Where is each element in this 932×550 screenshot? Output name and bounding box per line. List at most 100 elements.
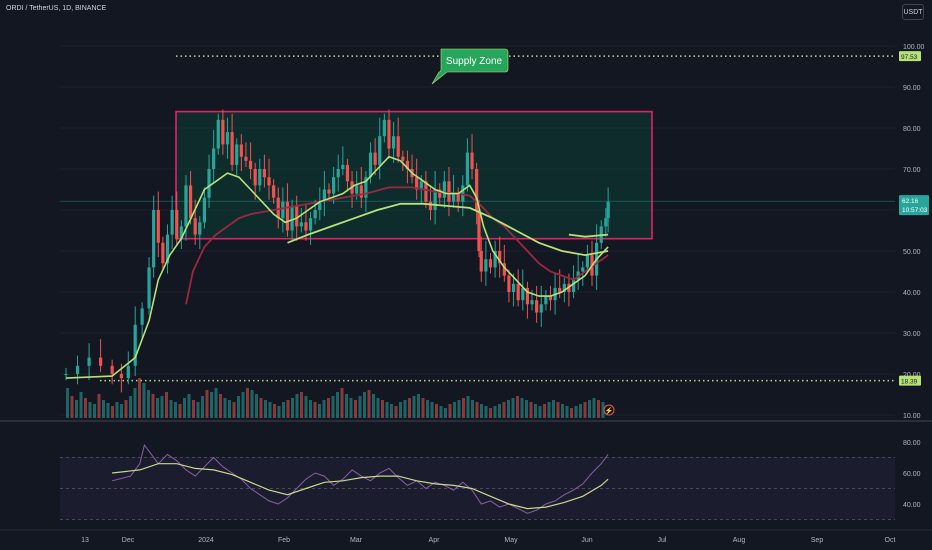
candle-body bbox=[488, 259, 493, 268]
candle-body bbox=[332, 177, 336, 194]
candle-body bbox=[447, 181, 451, 202]
volume-bar bbox=[597, 400, 600, 418]
symbol-label[interactable]: ORDI / TetherUS bbox=[6, 5, 59, 12]
volume-bar bbox=[507, 400, 510, 418]
candle-body bbox=[424, 181, 428, 202]
volume-bar bbox=[583, 402, 587, 418]
volume-bar bbox=[349, 398, 353, 418]
candle-body bbox=[479, 251, 483, 272]
volume-bar bbox=[489, 408, 492, 418]
volume-bar bbox=[439, 406, 443, 418]
candle-body bbox=[184, 185, 188, 227]
volume-bar bbox=[174, 402, 177, 418]
volume-bar bbox=[466, 396, 470, 418]
candle-body bbox=[244, 156, 248, 161]
price-tick-label: 80.00 bbox=[903, 126, 921, 133]
candle-body bbox=[368, 152, 373, 178]
candle-body bbox=[498, 251, 502, 264]
candle-body bbox=[285, 201, 290, 231]
currency-button[interactable]: USDT bbox=[902, 4, 924, 20]
volume-bar bbox=[502, 402, 506, 418]
candle-body bbox=[281, 201, 285, 219]
volume-bar bbox=[273, 404, 276, 418]
volume-bar bbox=[381, 400, 384, 418]
candle-body bbox=[493, 251, 497, 268]
volume-bar bbox=[372, 394, 375, 418]
volume-bar bbox=[547, 402, 551, 418]
time-tick-label: Jul bbox=[658, 537, 667, 544]
volume-bar bbox=[291, 398, 294, 418]
volume-bar bbox=[160, 396, 164, 418]
volume-bar bbox=[210, 392, 213, 418]
price-tick-label: 20.00 bbox=[903, 372, 921, 379]
volume-bar bbox=[574, 406, 578, 418]
candle-body bbox=[99, 357, 103, 366]
candle-body bbox=[396, 136, 400, 157]
candle-body bbox=[313, 210, 317, 219]
volume-bar bbox=[376, 398, 380, 418]
chart-header: ORDI / TetherUS, 1D, BINANCE bbox=[6, 5, 107, 12]
candle-body bbox=[475, 169, 479, 210]
candle-body bbox=[341, 164, 345, 169]
candle-body bbox=[110, 365, 114, 374]
candle-body bbox=[451, 193, 456, 202]
candle-body bbox=[442, 181, 446, 198]
volume-bar bbox=[520, 398, 524, 418]
candle-body bbox=[272, 185, 276, 198]
last-price-value: 62.16 bbox=[902, 198, 919, 205]
candle-body bbox=[585, 255, 589, 268]
volume-bar bbox=[336, 392, 339, 418]
volume-bar bbox=[147, 390, 150, 418]
volume-bar bbox=[138, 378, 141, 418]
volume-bar bbox=[70, 396, 74, 418]
volume-bar bbox=[579, 404, 582, 418]
volume-bar bbox=[237, 396, 240, 418]
candle-body bbox=[267, 177, 271, 186]
candle-body bbox=[239, 144, 243, 157]
volume-bar bbox=[552, 400, 555, 418]
volume-bar bbox=[309, 400, 312, 418]
candle-body bbox=[248, 160, 253, 169]
interval-label[interactable]: 1D bbox=[62, 5, 72, 12]
volume-bar bbox=[255, 394, 258, 418]
volume-bar bbox=[529, 402, 533, 418]
volume-bar bbox=[286, 400, 290, 418]
volume-bar bbox=[142, 383, 146, 418]
candle-body bbox=[207, 169, 211, 198]
candle-body bbox=[521, 287, 525, 301]
volume-bar bbox=[385, 402, 389, 418]
volume-bar bbox=[241, 392, 245, 418]
volume-bar bbox=[178, 404, 182, 418]
candle-body bbox=[539, 304, 543, 313]
volume-bar bbox=[75, 400, 78, 418]
price-tick-label: 70.00 bbox=[903, 167, 921, 174]
candle-body bbox=[535, 300, 539, 313]
candle-body bbox=[465, 152, 470, 186]
candle-body bbox=[345, 164, 350, 182]
candle-body bbox=[387, 119, 391, 149]
volume-bar bbox=[588, 400, 591, 418]
candle-body bbox=[253, 169, 257, 186]
volume-bar bbox=[493, 406, 497, 418]
volume-bar bbox=[565, 406, 569, 418]
volume-bar bbox=[223, 398, 227, 418]
volume-bar bbox=[399, 402, 402, 418]
volume-bar bbox=[246, 388, 249, 418]
volume-bar bbox=[525, 400, 528, 418]
volume-bar bbox=[403, 400, 407, 418]
volume-bar bbox=[93, 404, 96, 418]
candle-body bbox=[544, 296, 548, 305]
volume-bar bbox=[475, 402, 479, 418]
volume-bar bbox=[187, 394, 191, 418]
candle-body bbox=[147, 267, 151, 309]
volume-bar bbox=[484, 406, 488, 418]
time-tick-label: 2024 bbox=[198, 537, 214, 544]
candle-body bbox=[75, 365, 80, 374]
volume-bar bbox=[151, 394, 155, 418]
volume-bar bbox=[156, 398, 159, 418]
candle-body bbox=[318, 201, 322, 210]
volume-bar bbox=[426, 400, 429, 418]
candle-body bbox=[502, 263, 506, 276]
